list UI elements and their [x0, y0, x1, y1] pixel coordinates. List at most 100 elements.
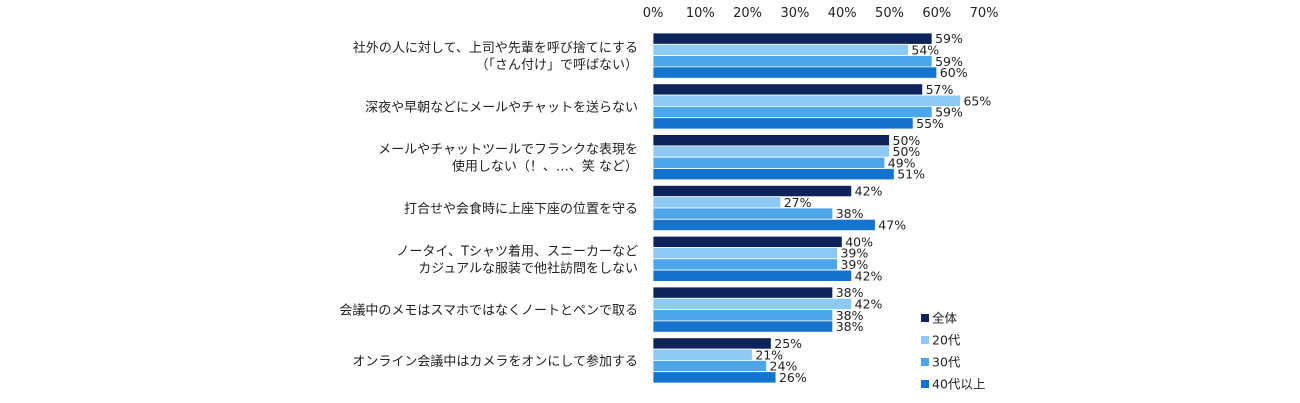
value-label: 55% [916, 116, 944, 131]
category-label: 使用しない（！、…、笑 など） [452, 159, 638, 175]
value-label-bg [962, 95, 988, 106]
value-label: 65% [963, 93, 991, 108]
category-labels: 社外の人に対して、上司や先輩を呼び捨てにする （「さん付け」で呼ばない） 深夜や早朝… [339, 40, 638, 369]
value-label-bg [934, 56, 959, 67]
value-label: 40% [845, 234, 873, 249]
x-tick-label: 70% [970, 6, 999, 21]
value-label: 59% [935, 54, 963, 69]
value-label-bg [853, 270, 879, 281]
value-label-bg [834, 287, 860, 298]
x-axis-ticks: 0% 10% 20% 30% 40% 50% 60% 70% [643, 6, 999, 21]
category-label: メールやチャットツールでフランクな表現を [378, 143, 638, 158]
value-label-bg [934, 106, 959, 118]
value-label: 47% [878, 217, 906, 232]
legend-swatch [921, 336, 929, 344]
bar [652, 134, 890, 147]
value-label: 57% [926, 82, 954, 97]
value-label: 38% [836, 285, 864, 300]
legend-label: 全体 [932, 311, 958, 326]
value-label-bg [782, 197, 808, 208]
legend-swatch [921, 358, 929, 366]
bar [652, 359, 767, 373]
x-tick-label: 50% [875, 6, 904, 21]
value-label-bg [853, 298, 879, 310]
bar [652, 32, 933, 45]
bar [652, 66, 938, 79]
category-label: オンライン会議中はカメラをオンにして参加する [352, 353, 638, 369]
value-label: 51% [897, 167, 925, 182]
bar [652, 371, 777, 384]
value-label: 54% [911, 42, 939, 57]
legend-label: 20代 [932, 333, 961, 348]
value-label: 38% [836, 206, 864, 221]
value-label-bg [853, 185, 879, 197]
legend-label: 40代以上 [932, 377, 985, 392]
value-label: 27% [784, 195, 812, 210]
bar [652, 247, 838, 260]
value-label: 50% [893, 133, 921, 148]
legend-swatch [921, 380, 929, 388]
x-tick-label: 30% [780, 6, 809, 21]
x-tick-label: 20% [733, 6, 762, 21]
category-label: 深夜や早朝などにメールやチャットを送らない [365, 100, 638, 115]
value-label: 24% [770, 359, 798, 374]
value-label: 59% [935, 105, 963, 120]
value-label: 42% [855, 296, 883, 311]
value-label-bg [773, 338, 799, 349]
value-label: 59% [935, 31, 963, 46]
value-label-bg [834, 321, 860, 332]
bar [652, 55, 933, 68]
bar [652, 269, 853, 282]
legend: 全体 20代 30代 40代以上 [921, 311, 985, 392]
value-label-bg [754, 349, 780, 360]
legend-swatch [921, 314, 929, 322]
value-label: 42% [855, 268, 883, 283]
value-label-bg [834, 310, 860, 321]
value-label: 38% [836, 308, 864, 323]
value-label-bg [924, 84, 950, 95]
bar [652, 117, 914, 130]
category-label: （「さん付け」で呼ばない） [475, 58, 638, 73]
value-label: 49% [888, 155, 916, 170]
legend-label: 30代 [932, 355, 961, 370]
bar [652, 184, 853, 198]
value-label-bg [839, 259, 865, 270]
value-label: 25% [774, 336, 802, 351]
bar [652, 320, 834, 333]
bar [652, 286, 834, 299]
bar [652, 218, 876, 232]
value-label-bg [910, 44, 936, 56]
value-label-bg [891, 135, 917, 146]
bar [652, 297, 853, 310]
category-label: 社外の人に対して、上司や先輩を呼び捨てにする [353, 40, 638, 56]
bar [652, 168, 895, 181]
value-label: 39% [840, 246, 868, 261]
x-tick-label: 10% [686, 6, 715, 21]
bar [652, 235, 843, 248]
value-label: 39% [840, 257, 868, 272]
value-label-bg [877, 219, 903, 231]
value-label-bg [896, 169, 922, 180]
bar [652, 145, 890, 158]
category-label: カジュアルな服装で他社訪問をしない [418, 260, 638, 276]
bar [652, 309, 834, 322]
value-labels: 59%54%59%60%57%65%59%55%50%50%49%51%42%2… [754, 31, 991, 385]
value-label-bg [915, 118, 940, 129]
value-label-bg [839, 248, 865, 259]
x-tick-label: 40% [828, 6, 857, 21]
bars [652, 32, 961, 384]
bar [652, 196, 782, 209]
value-label-bg [886, 157, 912, 168]
value-label: 38% [836, 319, 864, 334]
value-label: 50% [893, 144, 921, 159]
value-label: 26% [779, 370, 807, 385]
value-label: 21% [755, 347, 783, 362]
bar [652, 348, 753, 361]
value-label: 60% [940, 65, 968, 80]
value-label-bg [938, 67, 964, 78]
category-label: ノータイ、Tシャツ着用、スニーカーなど [396, 243, 638, 259]
bar [652, 258, 838, 271]
value-label-bg [891, 146, 917, 157]
value-label-bg [934, 33, 959, 44]
